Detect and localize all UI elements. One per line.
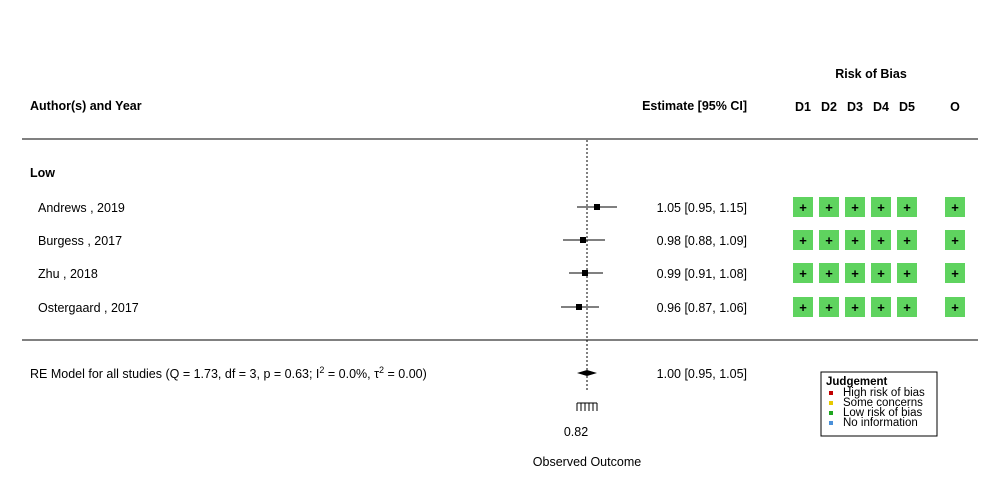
legend-swatch [829,401,833,405]
rob-judgement: + [825,266,833,281]
rob-cell [845,297,865,317]
rob-header-d2: D2 [821,100,837,114]
estimate-column-header: Estimate [95% CI] [642,99,747,113]
rob-cell [871,197,891,217]
rob-judgement: + [825,233,833,248]
rob-cell [845,263,865,283]
rob-cell [845,230,865,250]
rob-cell [819,263,839,283]
study-row: Andrews , 2019 1.05 [0.95, 1.15] + + + + + + [38,197,965,217]
rob-header-d5: D5 [899,100,915,114]
point-estimate [594,204,600,210]
study-row: Ostergaard , 2017 0.96 [0.87, 1.06] + + + + + + [38,297,965,317]
rob-judgement: + [877,300,885,315]
group-label: Low [30,166,55,180]
summary-diamond [577,370,597,376]
point-estimate [580,237,586,243]
rob-judgement: + [877,266,885,281]
rob-judgement: + [799,233,807,248]
rob-cell [897,197,917,217]
study-rows: Andrews , 2019 1.05 [0.95, 1.15] + + + + + +Bur… [38,197,965,317]
x-axis-label: Observed Outcome [533,455,641,469]
rob-judgement: + [851,200,859,215]
rob-header-o: O [950,100,960,114]
rob-judgement: + [951,266,959,281]
study-label: Ostergaard , 2017 [38,301,139,315]
rob-cell [793,263,813,283]
rob-judgement: + [903,200,911,215]
rob-judgement: + [951,200,959,215]
rob-judgement: + [825,300,833,315]
rob-cell [793,197,813,217]
estimate-text: 0.99 [0.91, 1.08] [657,267,747,281]
summary-estimate-text: 1.00 [0.95, 1.05] [657,367,747,381]
rob-judgement: + [877,233,885,248]
legend-box [820,371,938,437]
rob-cell [871,263,891,283]
rob-judgement: + [903,266,911,281]
estimate-text: 1.05 [0.95, 1.15] [657,201,747,215]
estimate-text: 0.98 [0.88, 1.09] [657,234,747,248]
rob-cell [897,263,917,283]
legend-title: Judgement [826,376,888,388]
study-label: Andrews , 2019 [38,201,125,215]
rob-cell [845,197,865,217]
rob-title: Risk of Bias [835,67,907,81]
study-row: Burgess , 2017 0.98 [0.88, 1.09] + + + + + + [38,230,965,250]
rob-judgement: + [903,300,911,315]
rob-column-headers: D1 D2 D3 D4 D5 O [795,100,960,114]
rob-cell [945,197,965,217]
rob-cell [945,297,965,317]
rob-cell [897,297,917,317]
legend-label: Low risk of bias [843,407,923,419]
legend-swatch [829,411,833,415]
rob-header-d4: D4 [873,100,889,114]
rob-judgement: + [851,266,859,281]
rob-cell [819,297,839,317]
rob-cell [945,263,965,283]
rob-cell [871,230,891,250]
rob-header-d3: D3 [847,100,863,114]
rob-judgement: + [951,233,959,248]
summary-label: RE Model for all studies (Q = 1.73, df =… [30,365,427,381]
rob-cell [871,297,891,317]
study-label: Burgess , 2017 [38,234,122,248]
rob-cell [793,297,813,317]
rob-judgement: + [825,200,833,215]
rob-cell [897,230,917,250]
rob-judgement: + [851,300,859,315]
x-axis [576,402,598,411]
legend-swatch [829,391,833,395]
legend-swatch [829,421,833,425]
rob-cell [793,230,813,250]
rob-judgement: + [903,233,911,248]
rob-judgement: + [951,300,959,315]
study-label: Zhu , 2018 [38,267,98,281]
rob-judgement: + [877,200,885,215]
legend-label: High risk of bias [843,387,925,399]
rob-judgement: + [799,266,807,281]
legend-label: No information [843,417,918,429]
study-column-header: Author(s) and Year [30,99,142,113]
study-row: Zhu , 2018 0.99 [0.91, 1.08] + + + + + + [38,263,965,283]
rob-judgement: + [851,233,859,248]
x-tick-label: 0.82 [564,425,588,439]
rob-header-d1: D1 [795,100,811,114]
rob-cell [819,230,839,250]
point-estimate [576,304,582,310]
legend-label: Some concerns [843,397,923,409]
point-estimate [582,270,588,276]
rob-cell [819,197,839,217]
estimate-text: 0.96 [0.87, 1.06] [657,301,747,315]
rob-cell [945,230,965,250]
rob-judgement: + [799,200,807,215]
rob-judgement: + [799,300,807,315]
